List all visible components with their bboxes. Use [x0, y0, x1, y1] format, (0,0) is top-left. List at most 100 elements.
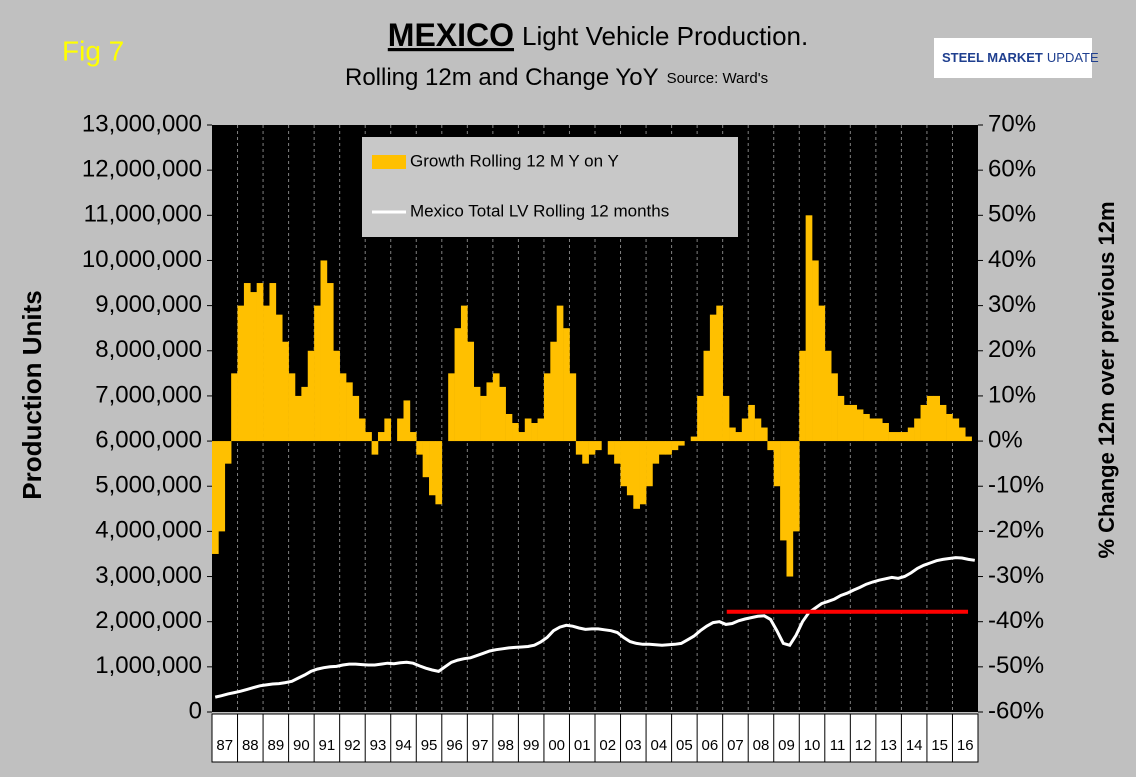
bar — [652, 441, 660, 464]
x-tick-label: 95 — [421, 737, 438, 754]
logo: STEEL MARKET UPDATE — [934, 38, 1099, 78]
bar — [939, 404, 947, 442]
bar — [371, 441, 379, 455]
bar — [626, 441, 634, 496]
bar — [365, 432, 372, 442]
bar — [543, 373, 551, 442]
bar — [377, 432, 385, 442]
legend-label: Mexico Total LV Rolling 12 months — [410, 201, 669, 220]
x-tick-label: 05 — [676, 737, 693, 754]
bar — [888, 432, 896, 442]
bar — [926, 395, 934, 442]
y-tick-label: 0 — [189, 697, 202, 724]
chart-title: MEXICO Light Vehicle Production. — [388, 17, 808, 53]
logo-text: STEEL MARKET UPDATE — [942, 50, 1099, 65]
logo-bold: STEEL MARKET — [942, 50, 1043, 65]
bar — [907, 427, 915, 442]
y-tick-label: 12,000,000 — [82, 155, 202, 182]
y2-tick-label: 20% — [988, 336, 1036, 363]
bar — [875, 418, 883, 442]
logo-light: UPDATE — [1047, 50, 1099, 65]
x-tick-label: 99 — [523, 737, 540, 754]
bar — [237, 305, 245, 442]
bar — [524, 418, 532, 442]
bar — [595, 441, 602, 451]
bar — [212, 441, 219, 554]
bar — [518, 432, 526, 442]
x-tick-label: 12 — [855, 737, 872, 754]
bar — [760, 427, 768, 442]
bar — [352, 395, 360, 442]
y2-tick-label: 70% — [988, 110, 1036, 137]
bar — [531, 423, 538, 442]
x-tick-label: 97 — [472, 737, 489, 754]
y2-tick-label: 10% — [988, 381, 1036, 408]
bar — [218, 441, 226, 532]
x-tick-label: 10 — [804, 737, 821, 754]
x-tick-label: 03 — [625, 737, 642, 754]
y-tick-label: 5,000,000 — [95, 472, 202, 499]
x-tick-label: 16 — [957, 737, 974, 754]
x-tick-label: 15 — [931, 737, 948, 754]
y2-tick-label: 60% — [988, 155, 1036, 182]
x-tick-label: 96 — [446, 737, 463, 754]
bar — [754, 418, 762, 442]
bar — [448, 373, 455, 442]
bar — [403, 400, 411, 442]
bar — [958, 427, 966, 442]
bar — [314, 305, 321, 442]
y-tick-label: 11,000,000 — [84, 201, 202, 228]
x-tick-label: 08 — [753, 737, 770, 754]
legend-box — [362, 137, 738, 237]
y2-tick-label: -20% — [988, 517, 1044, 544]
bar — [429, 441, 436, 496]
bar — [735, 432, 743, 442]
bar — [863, 413, 870, 442]
bar — [614, 441, 621, 464]
x-tick-label: 07 — [727, 737, 744, 754]
x-tick-label: 02 — [599, 737, 616, 754]
bar — [914, 418, 921, 442]
bar — [633, 441, 640, 509]
bar — [224, 441, 232, 464]
bar — [767, 441, 775, 451]
y-tick-label: 6,000,000 — [95, 426, 202, 453]
x-tick-label: 87 — [216, 737, 233, 754]
bar — [409, 432, 417, 442]
x-tick-label: 93 — [370, 737, 387, 754]
y-tick-label: 1,000,000 — [95, 652, 202, 679]
bar — [486, 382, 494, 442]
y-tick-label: 10,000,000 — [82, 246, 202, 273]
y2-tick-label: 30% — [988, 291, 1036, 318]
bar — [703, 350, 711, 442]
x-tick-label: 92 — [344, 737, 361, 754]
bar — [480, 395, 487, 442]
x-tick-label: 00 — [548, 737, 565, 754]
title-main: MEXICO — [388, 17, 514, 53]
bar — [920, 404, 928, 442]
bar — [646, 441, 653, 487]
bar — [301, 386, 309, 442]
y2-tick-label: -30% — [988, 562, 1044, 589]
bar — [307, 350, 315, 442]
bar — [658, 441, 666, 455]
bar — [326, 283, 334, 442]
bar — [435, 441, 443, 505]
bar — [537, 418, 545, 442]
legend: Growth Rolling 12 M Y on Y Mexico Total L… — [362, 137, 738, 237]
bar — [454, 328, 462, 442]
x-tick-label: 09 — [778, 737, 795, 754]
bar — [665, 441, 672, 455]
y-tick-label: 4,000,000 — [95, 517, 202, 544]
y2-tick-label: -60% — [988, 697, 1044, 724]
x-tick-label: 98 — [497, 737, 514, 754]
bar — [690, 436, 698, 442]
x-tick-label: 04 — [650, 737, 667, 754]
bar — [639, 441, 647, 505]
bar — [818, 305, 826, 442]
logo-box — [934, 38, 1092, 78]
bar — [243, 283, 251, 442]
bar — [716, 305, 723, 442]
y-tick-label: 7,000,000 — [95, 381, 202, 408]
bar — [856, 409, 864, 442]
